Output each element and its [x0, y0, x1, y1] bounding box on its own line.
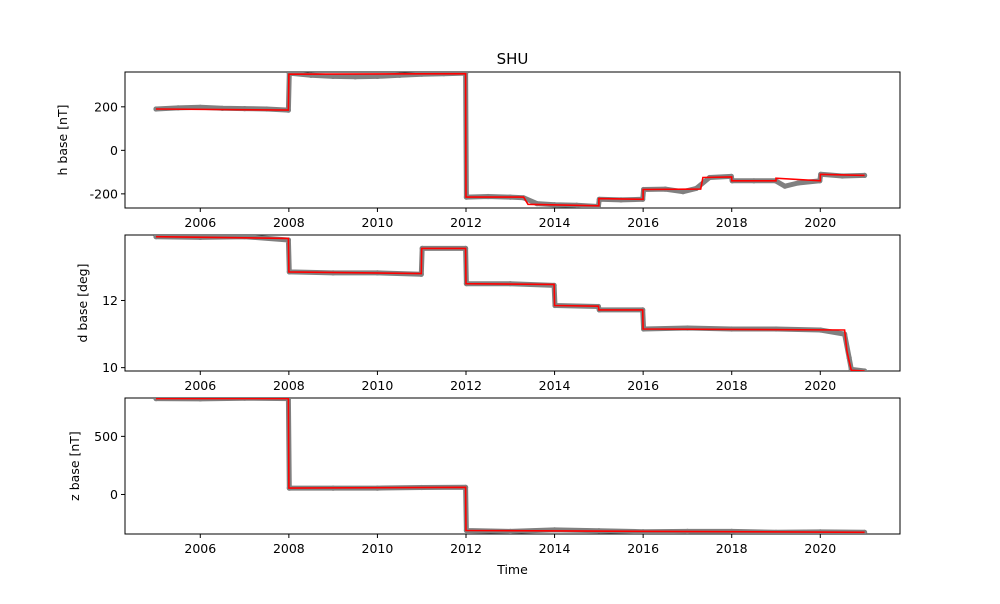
- y-ticks-d: 12 10: [102, 293, 125, 375]
- x-tick-label-h: 2008: [273, 215, 305, 230]
- x-tick-label-h: 2010: [362, 215, 394, 230]
- x-tick-label-d: 2020: [804, 378, 836, 393]
- data-points-z: [153, 398, 868, 534]
- x-ticks-d: 2006 2008 2010 2012 2014 2016 2018 2020: [184, 371, 836, 393]
- x-tick-label-z: 2020: [804, 541, 836, 556]
- x-tick-label-h: 2014: [539, 215, 571, 230]
- y-ticks-h: 200 0 -200: [90, 99, 125, 201]
- plot-area-d: [124, 234, 901, 372]
- baseline-series-z: [156, 398, 865, 534]
- y-tick-label-d: 10: [102, 360, 118, 375]
- baseline-series-d: [155, 235, 865, 371]
- x-tick-label-d: 2006: [184, 378, 216, 393]
- x-tick-label-z: 2012: [450, 541, 482, 556]
- x-tick-label-d: 2016: [627, 378, 659, 393]
- data-point-z: [552, 527, 558, 533]
- y-tick-label-z: 500: [94, 429, 118, 444]
- x-tick-label-d: 2018: [716, 378, 748, 393]
- y-tick-label-z: 0: [110, 487, 118, 502]
- plot-area-h: [124, 71, 901, 209]
- data-point-h: [618, 197, 624, 203]
- x-tick-label-d: 2014: [539, 378, 571, 393]
- data-point-h: [374, 73, 380, 79]
- x-ticks-h: 2006 2008 2010 2012 2014 2016 2018 2020: [184, 208, 836, 230]
- x-tick-label-z: 2016: [627, 541, 659, 556]
- x-tick-label-h: 2012: [450, 215, 482, 230]
- x-tick-label-h: 2016: [627, 215, 659, 230]
- x-tick-label-h: 2018: [716, 215, 748, 230]
- chart-title: SHU: [497, 50, 529, 68]
- data-point-h: [534, 201, 540, 207]
- y-axis-label-d: d base [deg]: [75, 264, 90, 343]
- x-tick-label-z: 2018: [716, 541, 748, 556]
- data-point-h: [782, 183, 788, 189]
- data-points-d: [153, 235, 868, 371]
- panel-h: h base [nT] 200 0 -200 2006 2008 2010 2012 201…: [55, 71, 901, 230]
- y-tick-label-h: 0: [110, 143, 118, 158]
- x-tick-label-h: 2020: [804, 215, 836, 230]
- plot-content-d: [153, 235, 868, 371]
- x-ticks-z: 2006 2008 2010 2012 2014 2016 2018 2020: [184, 534, 836, 556]
- y-tick-label-h: -200: [90, 186, 118, 201]
- data-point-h: [680, 189, 686, 195]
- data-point-h: [352, 74, 358, 80]
- y-tick-label-h: 200: [94, 99, 118, 114]
- x-tick-label-z: 2006: [184, 541, 216, 556]
- x-tick-label-d: 2008: [273, 378, 305, 393]
- x-tick-label-h: 2006: [184, 215, 216, 230]
- plot-content-h: [153, 72, 868, 208]
- plot-content-z: [153, 398, 868, 534]
- x-axis-label: Time: [496, 562, 528, 577]
- x-tick-label-z: 2008: [273, 541, 305, 556]
- x-tick-label-z: 2014: [539, 541, 571, 556]
- baseline-series-h: [155, 72, 865, 207]
- y-ticks-z: 500 0: [94, 429, 125, 502]
- data-points-h: [153, 72, 868, 208]
- plot-area-z: [124, 397, 901, 535]
- data-point-h: [264, 106, 270, 112]
- y-tick-label-d: 12: [102, 293, 118, 308]
- panel-z: z base [nT] 500 0 2006 2008 2010 2012 2014 201…: [67, 397, 901, 556]
- y-axis-label-z: z base [nT]: [67, 431, 82, 501]
- x-tick-label-d: 2012: [450, 378, 482, 393]
- data-point-h: [330, 73, 336, 79]
- data-point-h: [795, 180, 801, 186]
- x-tick-label-z: 2010: [362, 541, 394, 556]
- x-tick-label-d: 2010: [362, 378, 394, 393]
- y-axis-label-h: h base [nT]: [55, 105, 70, 176]
